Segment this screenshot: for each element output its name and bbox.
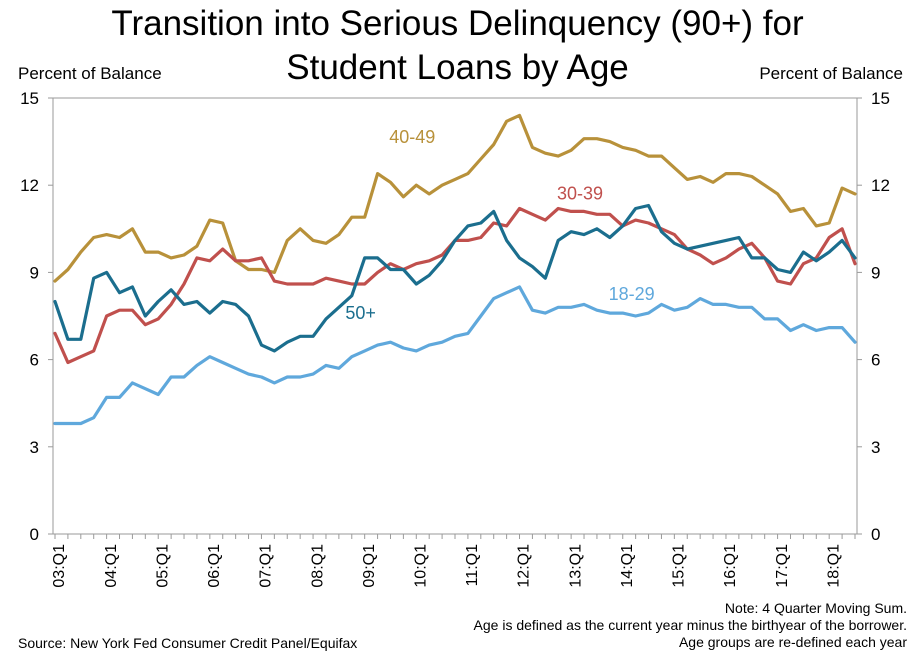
x-tick-label: 17:Q1 [774,544,791,588]
chart-title: Transition into Serious Delinquency (90+… [0,2,915,90]
title-line-1: Transition into Serious Delinquency (90+… [111,4,804,43]
x-tick-label: 12:Q1 [516,544,533,588]
y-tick-label-left: 0 [30,525,39,544]
series-line-50plus [53,203,857,353]
x-tick-label: 06:Q1 [206,544,223,588]
series-label-50plus: 50+ [345,303,376,323]
y-tick-label-left: 15 [20,89,39,108]
y-tick-label-right: 9 [871,263,880,282]
series-line-18-29 [53,285,857,426]
source-text: Source: New York Fed Consumer Credit Pan… [18,635,358,651]
y-tick-label-left: 12 [20,176,39,195]
note-line-3: Age groups are re-defined each year [678,634,907,650]
series-label-30-39: 30-39 [557,184,603,204]
x-tick-label: 14:Q1 [619,544,636,588]
left-axis-label: Percent of Balance [18,64,162,83]
note-line-1: Note: 4 Quarter Moving Sum. [724,600,907,616]
right-axis-label: Percent of Balance [759,64,903,83]
x-tick-label: 10:Q1 [413,544,430,588]
y-tick-label-right: 3 [871,438,880,457]
y-tick-label-left: 6 [30,351,39,370]
y-tick-label-right: 0 [871,525,880,544]
x-tick-label: 08:Q1 [309,544,326,588]
series-line-30-39 [53,206,857,365]
series-line-40-49 [53,113,857,283]
title-line-2: Student Loans by Age [286,48,629,87]
x-tick-label: 03:Q1 [51,544,68,588]
y-tick-label-right: 6 [871,351,880,370]
x-tick-label: 18:Q1 [825,544,842,588]
x-tick-label: 11:Q1 [464,544,481,587]
y-tick-label-right: 12 [871,176,890,195]
x-tick-label: 16:Q1 [722,544,739,588]
plot-frame [52,97,858,535]
y-tick-label-right: 15 [871,89,890,108]
x-tick-label: 04:Q1 [103,544,120,588]
x-tick-label: 09:Q1 [361,544,378,588]
series-label-18-29: 18-29 [609,284,655,304]
x-tick-label: 13:Q1 [567,544,584,588]
x-tick-label: 05:Q1 [154,544,171,588]
y-tick-label-left: 3 [30,438,39,457]
note-line-2: Age is defined as the current year minus… [473,617,907,633]
x-tick-label: 15:Q1 [671,544,688,588]
series-label-40-49: 40-49 [389,127,435,147]
x-tick-label: 07:Q1 [258,544,275,588]
y-tick-label-left: 9 [30,263,39,282]
